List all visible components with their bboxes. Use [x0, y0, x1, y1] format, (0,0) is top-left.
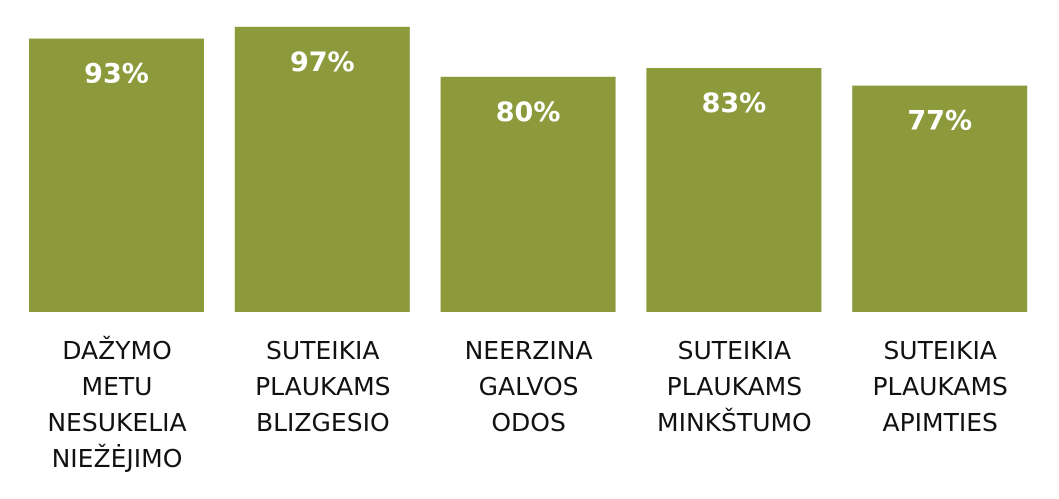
value-label: 93% — [84, 59, 149, 90]
bar — [29, 38, 204, 313]
category-label: SUTEIKIA PLAUKAMS MINKŠTUMO — [646, 333, 822, 441]
category-label: NEERZINA GALVOS ODOS — [441, 333, 617, 441]
bar — [440, 76, 616, 312]
category-label: SUTEIKIA PLAUKAMS APIMTIES — [852, 333, 1028, 441]
bar — [852, 85, 1028, 313]
category-text: NEERZINA GALVOS ODOS — [464, 336, 593, 437]
value-label: 80% — [496, 97, 561, 128]
category-text: SUTEIKIA PLAUKAMS BLIZGESIO — [255, 336, 391, 437]
category-label: DAŽYMO METU NESUKELIA NIEŽĖJIMO — [29, 333, 205, 477]
value-label: 83% — [702, 88, 767, 119]
category-text: SUTEIKIA PLAUKAMS MINKŠTUMO — [657, 336, 812, 437]
category-text: DAŽYMO METU NESUKELIA NIEŽĖJIMO — [47, 336, 187, 473]
category-label: SUTEIKIA PLAUKAMS BLIZGESIO — [235, 333, 411, 441]
bar — [234, 26, 410, 312]
bar — [646, 67, 822, 312]
value-label: 77% — [907, 106, 972, 137]
category-text: SUTEIKIA PLAUKAMS APIMTIES — [872, 336, 1008, 437]
value-label: 97% — [290, 47, 355, 78]
